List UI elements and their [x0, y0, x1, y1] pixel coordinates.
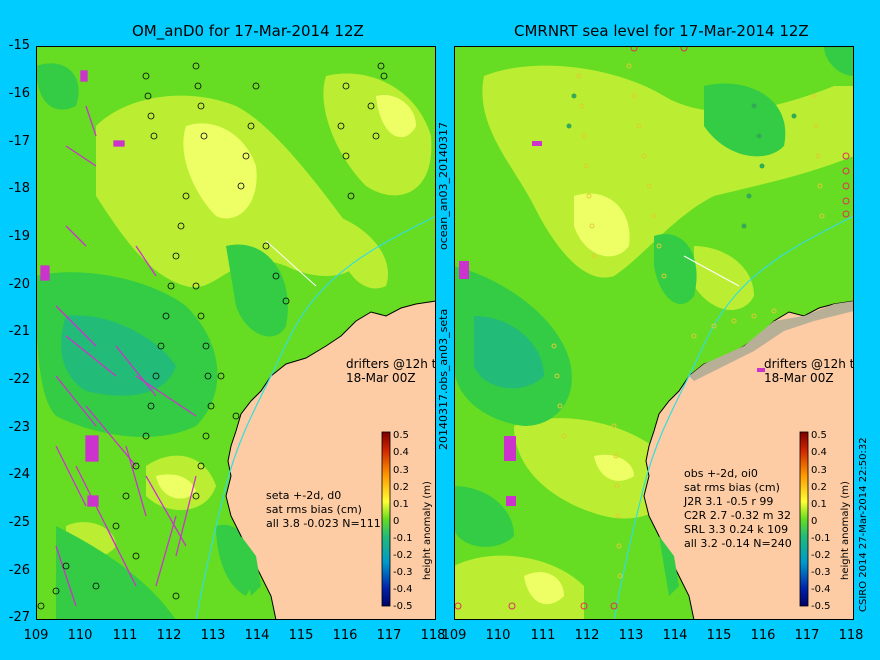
right-map: drifters @12h to 18-Mar 00Z obs +-2d, oi…: [454, 46, 854, 620]
y-tick-label: -17: [8, 134, 30, 149]
altimetry-tracks: [551, 63, 825, 579]
x-tick-label: 115: [288, 628, 314, 643]
x-tick-label: 113: [200, 628, 226, 643]
colorbar-tick: 0.1: [393, 499, 409, 510]
x-tick-label: 117: [376, 628, 402, 643]
y-tick-label: -15: [8, 38, 30, 53]
transect-line: [683, 255, 740, 287]
x-tick-label: 115: [706, 628, 732, 643]
colorbar-tick: -0.4: [811, 584, 831, 595]
colorbar-tick: -0.4: [393, 584, 413, 595]
y-tick-label: -16: [8, 86, 30, 101]
colorbar-tick: -0.5: [811, 601, 831, 610]
anomaly-lower-region: [61, 315, 176, 396]
right-stats-line3: J2R 3.1 -0.5 r 99: [683, 495, 773, 508]
y-tick-label: -25: [8, 515, 30, 530]
right-stats-line5: SRL 3.3 0.24 k 109: [684, 523, 788, 536]
colorbar-tick: -0.1: [393, 533, 413, 544]
transect-line: [265, 240, 317, 287]
y-tick-label: -22: [8, 372, 30, 387]
x-tick-label: 110: [485, 628, 511, 643]
x-tick-label: 111: [112, 628, 138, 643]
y-tick-label: -18: [8, 181, 30, 196]
y-tick-label: -24: [8, 467, 30, 482]
x-tick-label: 113: [618, 628, 644, 643]
colorbar-tick: -0.3: [393, 567, 413, 578]
y-tick-label: -26: [8, 563, 30, 578]
x-tick-label: 118: [420, 628, 446, 643]
x-tick-label: 112: [156, 628, 182, 643]
bay-water: [241, 536, 261, 596]
colorbar-tick: 0.2: [393, 482, 409, 493]
colorbar-tick: 0.4: [811, 447, 827, 458]
left-map: drifters @12h to 18-Mar 00Z seta +-2d, d…: [36, 46, 436, 620]
credit-label: CSIRO 2014 27-Mar-2014 22:50:32: [858, 437, 869, 612]
x-tick-label: 109: [441, 628, 467, 643]
green-star-markers: [566, 93, 797, 229]
left-drifters-note-line1: drifters @12h to: [346, 357, 436, 371]
colorbar-tick: 0: [393, 516, 399, 527]
altimetry-tracks: [37, 62, 388, 610]
colorbar-tick: 0.3: [811, 465, 827, 476]
middle-side-label-top: ocean_an03_20140317: [437, 122, 450, 250]
colorbar-label: height anomaly (m): [422, 481, 433, 580]
x-tick-label: 116: [750, 628, 776, 643]
colorbar-label: height anomaly (m): [840, 481, 851, 580]
x-tick-label: 116: [332, 628, 358, 643]
right-stats-line4: C2R 2.7 -0.32 m 32: [684, 509, 791, 522]
right-stats-line6: all 3.2 -0.14 N=240: [684, 537, 792, 550]
x-tick-label: 117: [794, 628, 820, 643]
x-tick-label: 114: [662, 628, 688, 643]
colorbar-tick: 0.5: [811, 430, 827, 441]
right-stats-line2: sat rms bias (cm): [684, 481, 780, 494]
anomaly-higher-region: [524, 193, 634, 605]
right-drifters-note-line2: 18-Mar 00Z: [764, 371, 834, 385]
colorbar-tick: 0.5: [393, 430, 409, 441]
left-map-title: OM_anD0 for 17-Mar-2014 12Z: [132, 22, 364, 40]
left-stats-line1: seta +-2d, d0: [266, 489, 341, 502]
right-drifters-note-line1: drifters @12h to: [764, 357, 854, 371]
right-colorbar: 0.5 0.4 0.3 0.2 0.1 0 -0.1 -0.2 -0.3 -0.…: [799, 430, 851, 610]
y-tick-label: -23: [8, 420, 30, 435]
shelf-margin: [689, 301, 854, 381]
colorbar-tick: -0.2: [811, 550, 831, 561]
colorbar-tick: -0.3: [811, 567, 831, 578]
y-tick-label: -20: [8, 277, 30, 292]
x-tick-label: 110: [67, 628, 93, 643]
x-tick-label: 118: [838, 628, 864, 643]
shelf-contour: [613, 215, 854, 620]
x-tick-label: 111: [530, 628, 556, 643]
right-stats-line1: obs +-2d, oi0: [684, 467, 758, 480]
colorbar-tick: 0.2: [811, 482, 827, 493]
x-tick-label: 114: [244, 628, 270, 643]
colorbar-tick: -0.2: [393, 550, 413, 561]
colorbar-tick: 0.1: [811, 499, 827, 510]
drifter-tracks: [40, 70, 197, 607]
colorbar-tick: 0.3: [393, 465, 409, 476]
y-tick-label: -21: [8, 324, 30, 339]
middle-side-label-bottom: 20140317.obs_an03_seta: [437, 308, 450, 450]
left-drifters-note-line2: 18-Mar 00Z: [346, 371, 416, 385]
right-map-title: CMRNRT sea level for 17-Mar-2014 12Z: [514, 22, 809, 40]
x-tick-label: 112: [574, 628, 600, 643]
y-tick-label: -19: [8, 229, 30, 244]
y-tick-label: -27: [8, 610, 30, 625]
colorbar-tick: -0.5: [393, 601, 413, 610]
left-stats-line2: sat rms bias (cm): [266, 503, 362, 516]
shelf-contour: [195, 215, 436, 620]
anomaly-lower-region: [474, 316, 544, 389]
anomaly-higher-region: [156, 95, 416, 499]
colorbar-tick: 0: [811, 516, 817, 527]
bay-water: [659, 536, 679, 596]
colorbar-tick: -0.1: [811, 533, 831, 544]
left-colorbar: 0.5 0.4 0.3 0.2 0.1 0 -0.1 -0.2 -0.3 -0.…: [381, 430, 433, 610]
left-stats-line3: all 3.8 -0.023 N=111: [266, 517, 381, 530]
colorbar-tick: 0.4: [393, 447, 409, 458]
drifter-tracks: [459, 141, 765, 506]
x-tick-label: 109: [23, 628, 49, 643]
